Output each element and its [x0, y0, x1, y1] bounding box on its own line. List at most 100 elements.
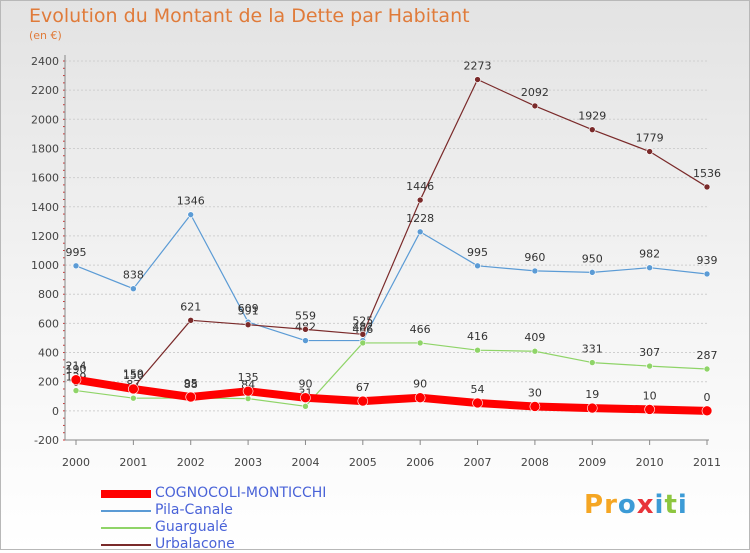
series-line: [72, 375, 711, 415]
data-label: 1779: [636, 132, 664, 145]
data-label: 214: [66, 360, 87, 373]
data-point: [187, 211, 195, 218]
series-line: [75, 78, 708, 389]
data-point: [529, 401, 541, 412]
data-point: [644, 404, 655, 415]
data-label: 19: [585, 388, 599, 401]
data-label: 2273: [464, 60, 492, 73]
logo-letter: o: [617, 490, 637, 520]
data-point: [531, 347, 539, 355]
data-point: [187, 317, 195, 324]
data-point: [472, 397, 483, 409]
x-tick-label: 2002: [177, 456, 205, 469]
data-point: [416, 228, 424, 236]
data-label: 559: [295, 309, 316, 322]
series-line: [75, 214, 708, 342]
legend-label: Pila-Canale: [155, 502, 233, 518]
data-label: 1446: [406, 180, 434, 193]
data-point: [588, 269, 596, 276]
y-tick-label: 2400: [31, 55, 59, 68]
series-cognocoli-monticchi: 214 150 95 135 90 67 90 54 30 19 10 0: [66, 360, 713, 417]
data-label: 67: [356, 381, 370, 394]
y-tick-label: 200: [38, 376, 59, 389]
data-point: [646, 362, 653, 370]
data-point: [703, 365, 711, 373]
data-label: 838: [123, 269, 144, 282]
data-label: 591: [238, 305, 259, 318]
x-tick-label: 2001: [119, 456, 147, 469]
data-label: 95: [184, 377, 198, 390]
data-point: [414, 392, 426, 404]
legend-swatch: [101, 527, 151, 529]
data-label: 1346: [177, 195, 205, 208]
data-point: [701, 405, 713, 417]
data-label: 1929: [578, 110, 606, 123]
logo-letter: t: [664, 490, 678, 520]
line-chart: -200 0 200 400 600 800 1000 1200 1400 1600 1800 200…: [31, 55, 721, 469]
data-point: [416, 196, 424, 204]
x-tick-label: 2011: [693, 456, 721, 469]
data-point: [703, 183, 711, 191]
data-point: [416, 339, 424, 347]
logo-letter: i: [654, 490, 665, 520]
series-urbalacone: 190 159 621 591 559 525 1446 2273 2092 1929 1779 15…: [66, 60, 721, 391]
data-point: [586, 402, 598, 414]
data-label: 307: [639, 346, 660, 359]
series-pila-canale: 99583813466094824821228995960950982939: [66, 195, 718, 344]
data-point: [474, 262, 481, 270]
data-label: 621: [180, 300, 201, 313]
x-tick-label: 2005: [349, 456, 377, 469]
data-label: 466: [352, 323, 373, 336]
data-point: [531, 267, 539, 275]
data-label: 482: [352, 321, 373, 334]
legend-swatch: [101, 544, 151, 546]
y-tick-label: 1000: [31, 259, 59, 272]
data-point: [588, 359, 596, 366]
data-label: 1536: [693, 167, 721, 180]
data-label: 90: [413, 378, 427, 391]
data-point: [302, 326, 309, 333]
data-point: [588, 126, 596, 133]
series-guargual-: 13987888431466466416409331307287: [66, 323, 718, 410]
legend-swatch: [101, 490, 151, 498]
y-tick-label: 1200: [31, 230, 59, 243]
data-point: [130, 285, 137, 292]
data-label: 995: [467, 246, 488, 259]
data-label: 950: [582, 252, 603, 265]
data-label: 982: [639, 248, 660, 261]
x-tick-label: 2000: [62, 456, 90, 469]
data-point: [359, 331, 367, 338]
data-point: [72, 387, 80, 394]
data-label: 10: [643, 389, 657, 402]
data-label: 331: [582, 343, 603, 356]
y-tick-label: 600: [38, 317, 59, 330]
proxiti-logo: Proxiti: [584, 490, 688, 520]
logo-letter: P: [584, 490, 605, 520]
data-label: 960: [524, 251, 545, 264]
legend-label: Guargualé: [155, 519, 228, 535]
data-label: 416: [467, 330, 488, 343]
data-point: [646, 264, 653, 272]
data-label: 2092: [521, 86, 549, 99]
data-point: [70, 374, 82, 385]
x-tick-label: 2009: [578, 456, 606, 469]
data-point: [531, 102, 539, 110]
data-label: 0: [704, 391, 711, 404]
data-label: 190: [66, 363, 87, 376]
data-point: [474, 76, 481, 83]
legend-label: Urbalacone: [155, 536, 235, 552]
x-tick-label: 2004: [291, 456, 319, 469]
data-point: [474, 346, 481, 354]
data-point: [130, 394, 137, 402]
x-tick-label: 2008: [521, 456, 549, 469]
x-tick-label: 2010: [636, 456, 664, 469]
data-label: 90: [298, 378, 312, 391]
data-label: 466: [410, 323, 431, 336]
chart-title: Evolution du Montant de la Dette par Hab…: [29, 5, 470, 27]
data-label: 30: [528, 386, 542, 399]
y-tick-label: 1600: [31, 172, 59, 185]
data-point: [242, 385, 254, 397]
logo-letter: i: [677, 490, 688, 520]
x-tick-label: 2007: [464, 456, 492, 469]
